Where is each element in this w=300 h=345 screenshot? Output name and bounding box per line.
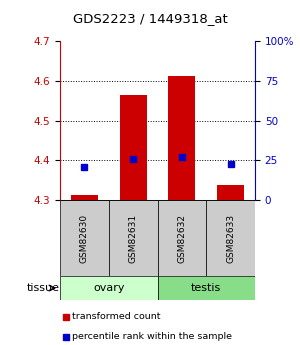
Text: tissue: tissue bbox=[27, 283, 60, 293]
Bar bbox=[60, 276, 158, 300]
Text: GSM82631: GSM82631 bbox=[129, 214, 138, 263]
Text: testis: testis bbox=[191, 283, 221, 293]
Bar bbox=[169, 76, 195, 200]
Text: percentile rank within the sample: percentile rank within the sample bbox=[72, 332, 232, 341]
Bar bbox=[109, 200, 158, 276]
Bar bbox=[71, 195, 98, 200]
Bar bbox=[120, 95, 146, 200]
Bar bbox=[60, 200, 109, 276]
Bar bbox=[158, 200, 206, 276]
Bar bbox=[206, 200, 255, 276]
Text: GSM82633: GSM82633 bbox=[226, 214, 235, 263]
Bar bbox=[158, 276, 255, 300]
Bar bbox=[217, 185, 244, 200]
Text: GSM82632: GSM82632 bbox=[177, 214, 186, 263]
Text: GDS2223 / 1449318_at: GDS2223 / 1449318_at bbox=[73, 12, 227, 25]
Text: transformed count: transformed count bbox=[72, 312, 160, 321]
Text: ovary: ovary bbox=[93, 283, 124, 293]
Text: GSM82630: GSM82630 bbox=[80, 214, 89, 263]
